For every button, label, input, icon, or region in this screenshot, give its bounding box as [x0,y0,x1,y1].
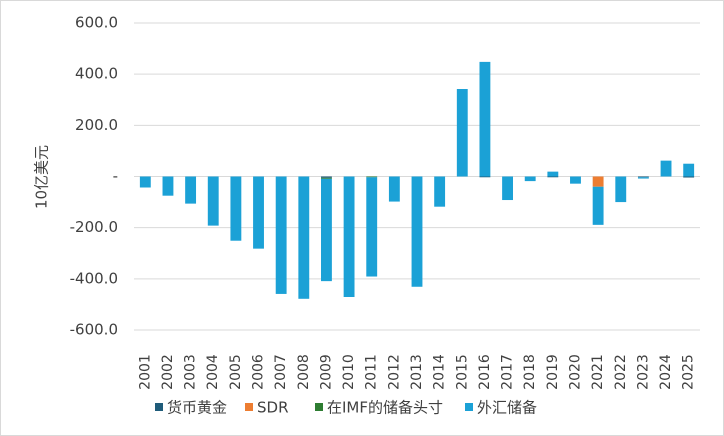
x-tick-label: 2004 [205,354,221,390]
y-tick-label: 600.0 [75,14,118,32]
y-tick-label: 400.0 [75,65,118,83]
bar-segment [343,176,355,297]
y-tick-label: 200.0 [75,116,118,134]
x-tick-label: 2011 [364,354,380,390]
x-tick-label: 2002 [160,354,176,390]
legend-swatch [465,403,473,411]
legend-label: SDR [257,399,289,417]
bar-segment [162,176,174,196]
bar-segment [660,160,672,177]
x-tick-label: 2020 [567,354,583,390]
bar-segment [637,176,649,178]
legend-swatch [315,403,323,411]
x-tick-label: 2012 [386,354,402,390]
y-tick-label: -600.0 [70,321,118,339]
x-tick-label: 2023 [635,354,651,390]
bar-segment [683,176,695,178]
bar-segment [592,176,604,187]
x-tick-label: 2007 [273,354,289,390]
bar-segment [547,171,559,177]
bar-segment [185,176,197,204]
bar-segment [139,176,151,188]
legend-label: 货币黄金 [167,399,227,417]
bar-segment [207,176,219,226]
bar-segment [570,176,581,184]
bar-segment [366,177,378,277]
bar-segment [411,176,423,287]
x-tick-label: 2003 [183,354,199,390]
bar-segment [298,176,310,299]
x-tick-label: 2008 [296,354,312,390]
y-axis-label: 10亿美元 [33,145,51,209]
legend-swatch [245,403,253,411]
x-tick-label: 2016 [477,354,493,390]
legend-label: 外汇储备 [477,399,537,417]
bar-segment [547,176,559,178]
bar-segment [388,176,400,202]
x-tick-label: 2022 [613,354,629,390]
x-tick-label: 2025 [681,354,697,390]
bar-segment [683,163,695,177]
bar-segment [230,176,242,241]
y-tick-label: -200.0 [70,218,118,236]
y-tick-label: -400.0 [70,269,118,287]
y-tick-label: - [113,167,118,185]
bar-segment [615,176,627,203]
x-tick-label: 2013 [409,354,425,390]
bar-segment [524,176,536,182]
x-tick-label: 2015 [454,354,470,390]
bar-segment [502,176,513,201]
bar-segment [366,176,378,178]
x-tick-label: 2018 [522,354,538,390]
bar-segment [479,176,491,178]
bar-segment [321,178,332,282]
x-tick-label: 2019 [545,354,561,390]
bar-segment [637,177,649,179]
x-tick-label: 2009 [318,354,334,390]
bar-segment [456,89,468,177]
x-tick-label: 2001 [137,354,153,390]
bar-segment [479,61,491,177]
legend-label: 在IMF的储备头寸 [327,399,443,417]
bar-segment [592,186,604,225]
bar-segment [321,177,332,179]
x-tick-label: 2006 [251,354,267,390]
x-tick-label: 2017 [500,354,516,390]
bar-segment [275,176,287,294]
x-tick-label: 2024 [658,354,674,390]
legend-swatch [155,403,163,411]
bar-segment [321,176,332,178]
x-tick-label: 2014 [432,354,448,390]
bar-segment [253,176,264,249]
x-tick-label: 2005 [228,354,244,390]
bar-segment [434,176,446,207]
x-tick-label: 2021 [590,354,606,390]
x-tick-label: 2010 [341,354,357,390]
